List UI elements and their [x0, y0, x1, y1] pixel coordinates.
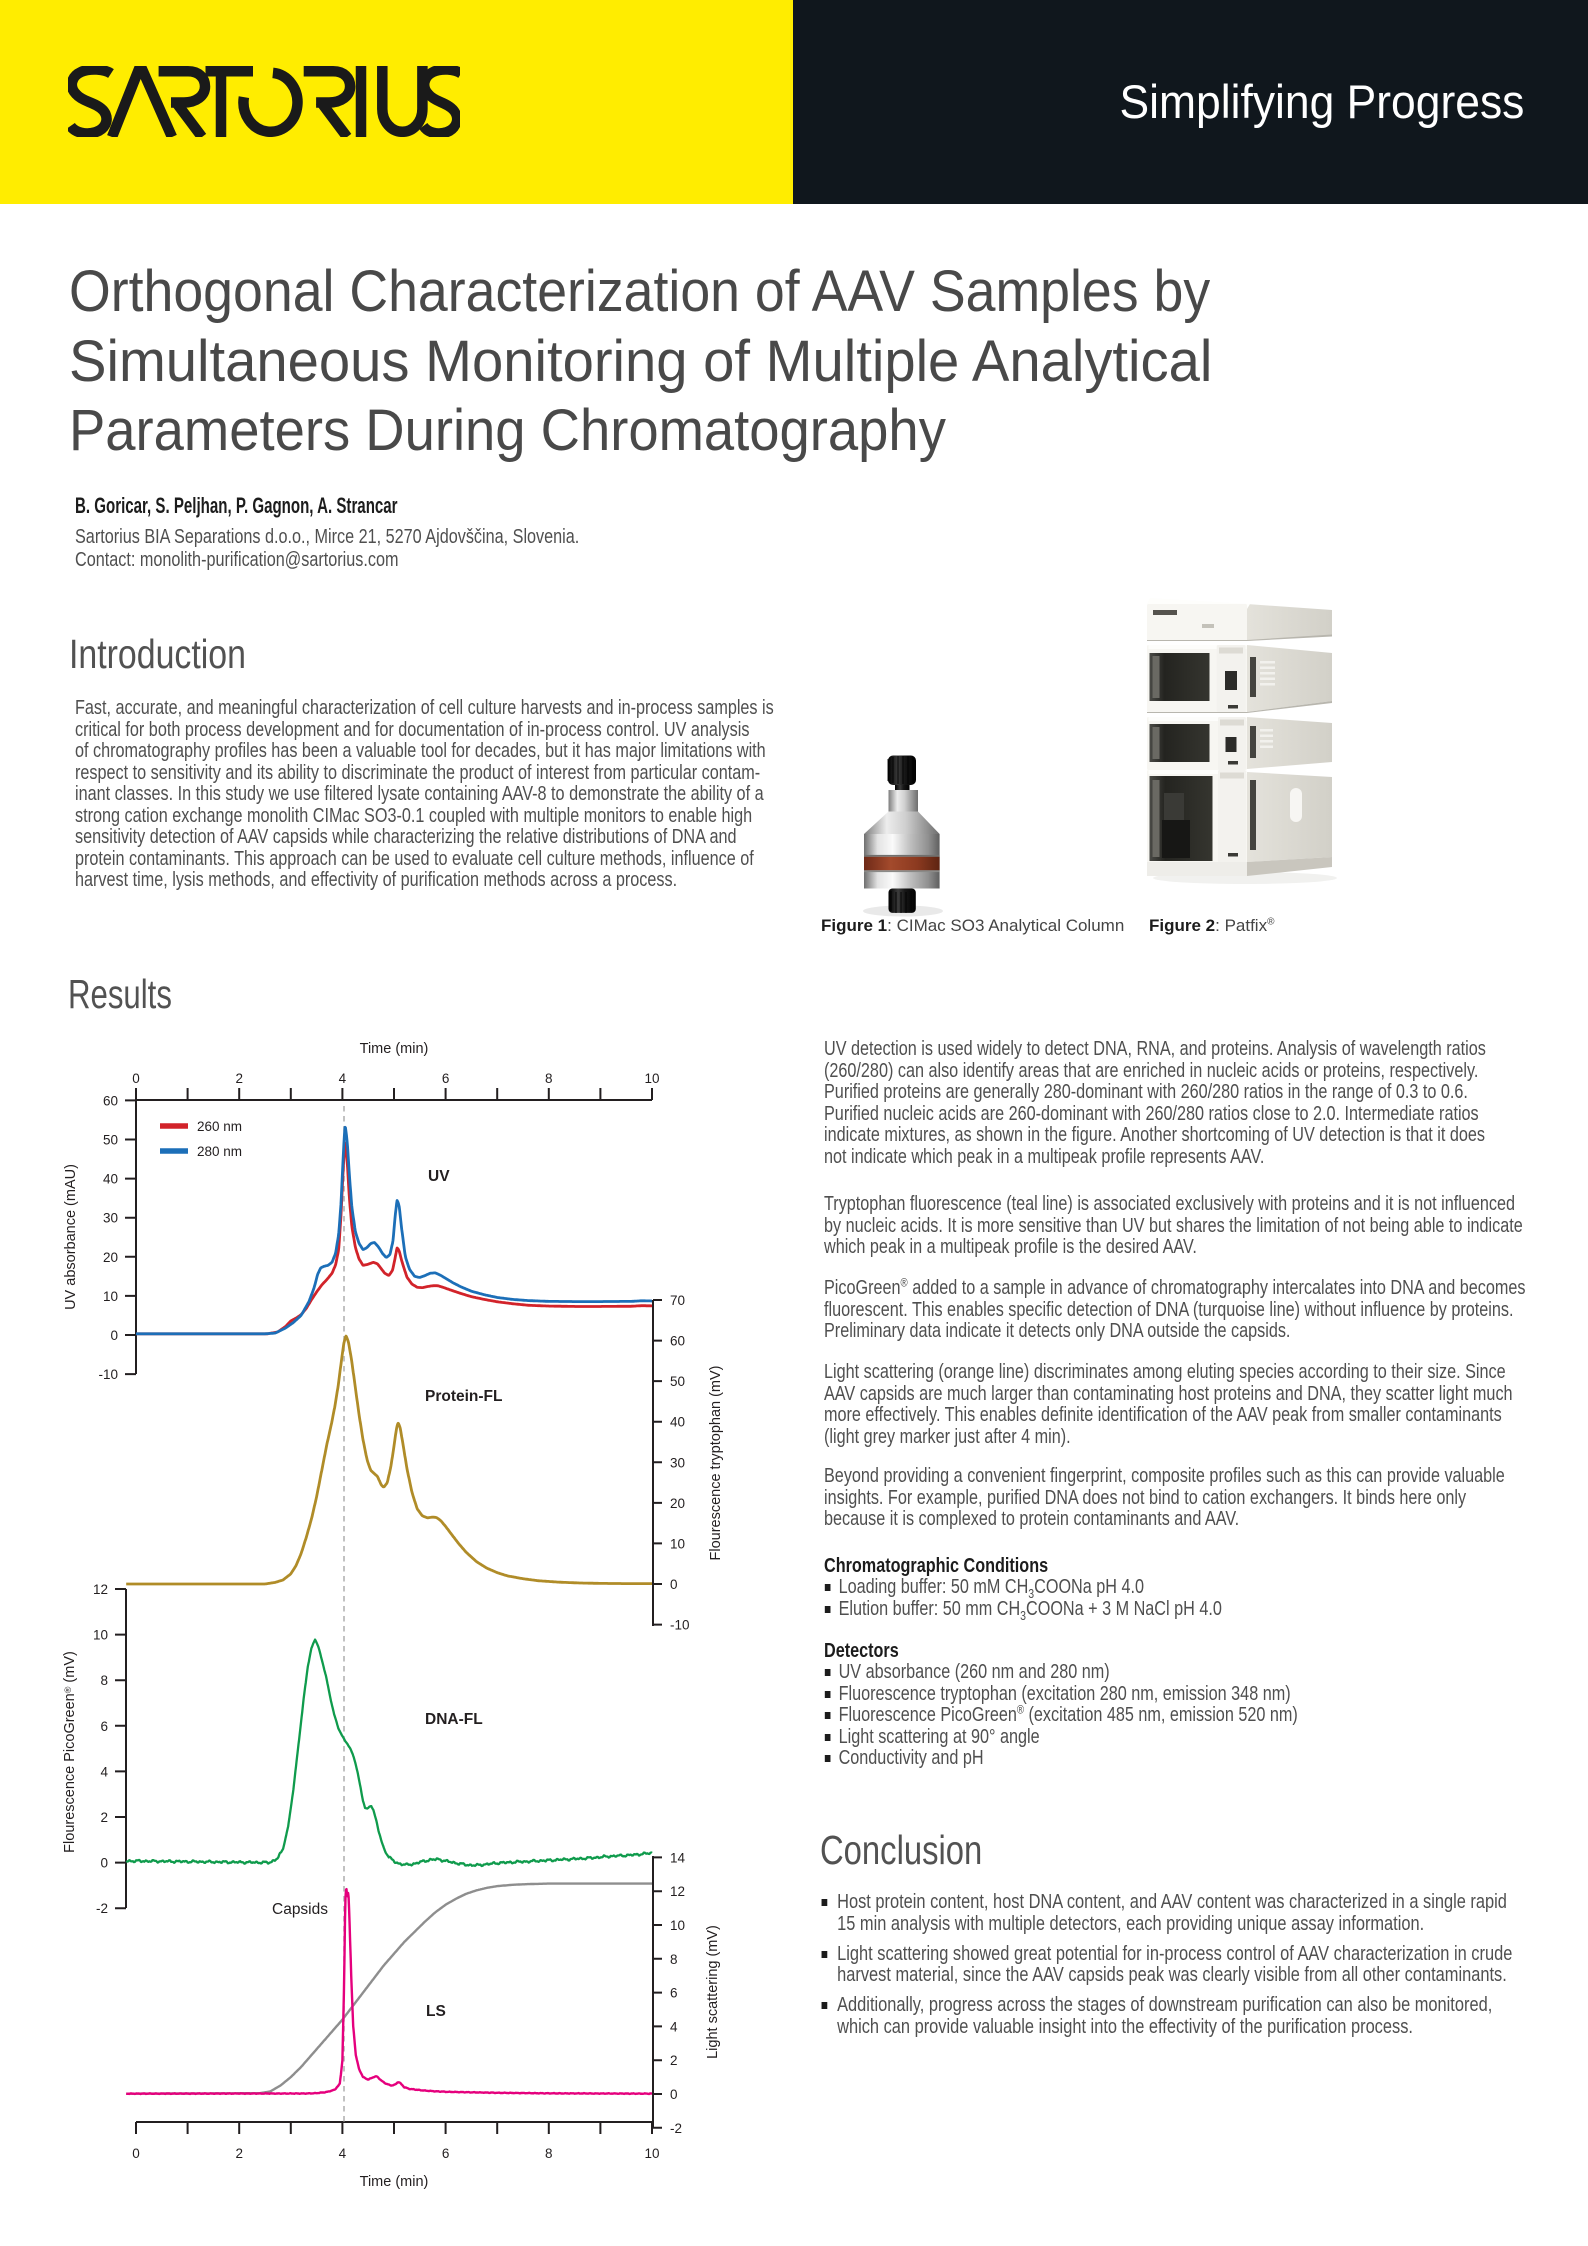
svg-text:6: 6: [670, 1986, 678, 2001]
svg-text:2: 2: [235, 2146, 243, 2161]
svg-text:4: 4: [670, 2019, 678, 2034]
svg-text:280 nm: 280 nm: [197, 1144, 242, 1159]
svg-text:8: 8: [670, 1952, 678, 1967]
svg-text:6: 6: [442, 1071, 450, 1086]
svg-text:70: 70: [670, 1293, 685, 1308]
svg-text:0: 0: [110, 1328, 118, 1343]
svg-text:8: 8: [545, 1071, 553, 1086]
svg-text:50: 50: [670, 1374, 685, 1389]
svg-text:4: 4: [339, 1071, 347, 1086]
svg-text:10: 10: [103, 1289, 118, 1304]
svg-text:40: 40: [103, 1172, 118, 1187]
svg-text:20: 20: [103, 1250, 118, 1265]
svg-text:0: 0: [132, 1071, 140, 1086]
svg-text:-2: -2: [670, 2121, 682, 2136]
svg-text:-2: -2: [96, 1901, 108, 1916]
svg-text:-10: -10: [670, 1618, 690, 1633]
svg-text:30: 30: [670, 1455, 685, 1470]
svg-text:Protein-FL: Protein-FL: [425, 1388, 503, 1405]
svg-text:260 nm: 260 nm: [197, 1119, 242, 1134]
svg-text:10: 10: [93, 1628, 108, 1643]
svg-text:40: 40: [670, 1415, 685, 1430]
svg-text:10: 10: [670, 1536, 685, 1551]
svg-text:12: 12: [670, 1884, 685, 1899]
svg-text:60: 60: [103, 1093, 118, 1108]
svg-text:Flourescence tryptophan (mV): Flourescence tryptophan (mV): [708, 1365, 724, 1560]
svg-text:14: 14: [670, 1850, 686, 1865]
svg-text:2: 2: [235, 1071, 243, 1086]
svg-text:12: 12: [93, 1582, 108, 1597]
svg-text:Time (min): Time (min): [360, 1041, 429, 1057]
svg-text:Light scattering (mV): Light scattering (mV): [705, 1925, 721, 2059]
svg-text:2: 2: [100, 1810, 108, 1825]
svg-text:DNA-FL: DNA-FL: [425, 1711, 483, 1728]
svg-text:UV: UV: [428, 1168, 450, 1185]
svg-text:0: 0: [670, 1577, 678, 1592]
svg-text:10: 10: [644, 1071, 659, 1086]
svg-text:60: 60: [670, 1334, 685, 1349]
svg-text:0: 0: [100, 1856, 108, 1871]
svg-text:UV absorbance (mAU): UV absorbance (mAU): [63, 1164, 79, 1310]
svg-text:6: 6: [100, 1719, 108, 1734]
svg-text:0: 0: [132, 2146, 140, 2161]
svg-text:20: 20: [670, 1496, 685, 1511]
svg-text:4: 4: [339, 2146, 347, 2161]
svg-text:-10: -10: [98, 1367, 118, 1382]
svg-text:4: 4: [100, 1764, 108, 1779]
svg-text:8: 8: [545, 2146, 553, 2161]
svg-text:2: 2: [670, 2053, 678, 2068]
svg-text:10: 10: [644, 2146, 659, 2161]
svg-text:LS: LS: [426, 2003, 446, 2020]
svg-text:30: 30: [103, 1211, 118, 1226]
svg-text:Time (min): Time (min): [360, 2174, 429, 2190]
svg-text:50: 50: [103, 1133, 118, 1148]
svg-text:8: 8: [100, 1673, 108, 1688]
svg-text:10: 10: [670, 1918, 685, 1933]
svg-text:Capsids: Capsids: [272, 1901, 328, 1918]
svg-text:0: 0: [670, 2087, 678, 2102]
svg-text:6: 6: [442, 2146, 450, 2161]
svg-text:Flourescence PicoGreen® (mV): Flourescence PicoGreen® (mV): [62, 1651, 78, 1853]
